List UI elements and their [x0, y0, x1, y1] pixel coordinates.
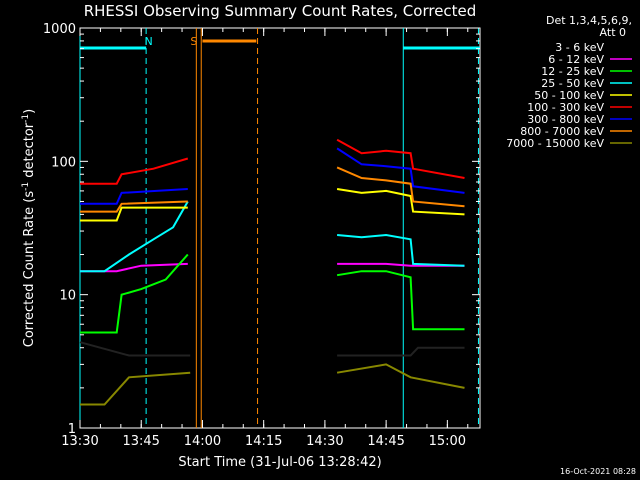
- series-line: [336, 188, 465, 216]
- legend-label: 300 - 800 keV: [527, 113, 604, 126]
- series-line: [336, 138, 465, 179]
- series-line: [79, 341, 191, 357]
- legend-label: 12 - 25 keV: [541, 65, 604, 78]
- legend-label: 100 - 300 keV: [527, 101, 604, 114]
- series-line: [80, 253, 189, 334]
- series-line: [336, 270, 465, 331]
- y-axis-label-part: ): [22, 109, 37, 114]
- x-tick-label: 14:30: [306, 434, 343, 449]
- y-axis-label-part: Corrected Count Rate (s: [22, 191, 37, 348]
- chart-title: RHESSI Observing Summary Count Rates, Co…: [84, 2, 477, 20]
- legend-label: 6 - 12 keV: [548, 53, 604, 66]
- y-tick-label: 100: [51, 155, 76, 170]
- x-tick-label: 14:15: [245, 434, 282, 449]
- axis-ticks: 13:30 13:45 14:00 14:15 14:30 14:45 15:00 1 10 10…: [43, 22, 480, 449]
- series-line: [80, 157, 189, 185]
- series-line: [80, 206, 188, 222]
- legend-label: 50 - 100 keV: [534, 89, 604, 102]
- series-line: [337, 346, 465, 357]
- y-axis-label-part: detector: [22, 122, 37, 182]
- x-axis-label: Start Time (31-Jul-06 13:28:42): [178, 455, 381, 470]
- series-line: [80, 201, 189, 273]
- event-label: S: [190, 35, 197, 48]
- legend-header-line: Det 1,3,4,5,6,9,: [546, 14, 632, 27]
- x-tick-label: 13:45: [122, 434, 159, 449]
- series-line: [336, 363, 465, 389]
- y-tick-label: 1: [68, 422, 76, 437]
- series-line: [336, 166, 465, 208]
- series-layer: [79, 138, 465, 406]
- series-line: [336, 147, 465, 194]
- y-axis-label-sup: -1: [21, 114, 31, 123]
- legend-header-line: Att 0: [600, 26, 626, 39]
- generation-timestamp: 16-Oct-2021 08:28: [560, 467, 636, 476]
- event-label: N: [144, 35, 152, 48]
- x-tick-label: 13:30: [61, 434, 98, 449]
- series-line: [80, 200, 188, 213]
- legend-label: 800 - 7000 keV: [520, 125, 604, 138]
- series-line: [337, 233, 465, 267]
- y-axis-label-sup: -1: [21, 182, 31, 191]
- legend-label: 25 - 50 keV: [541, 77, 604, 90]
- x-tick-label: 15:00: [429, 434, 466, 449]
- series-line: [80, 188, 188, 205]
- legend-label: 3 - 6 keV: [555, 41, 604, 54]
- y-axis-label: Corrected Count Rate (s-1 detector-1): [21, 109, 37, 347]
- y-tick-label: 10: [59, 289, 76, 304]
- x-tick-label: 14:45: [367, 434, 404, 449]
- x-tick-label: 14:00: [184, 434, 221, 449]
- y-tick-label: 1000: [43, 22, 76, 37]
- series-line: [80, 371, 191, 406]
- legend-label: 7000 - 15000 keV: [506, 137, 604, 150]
